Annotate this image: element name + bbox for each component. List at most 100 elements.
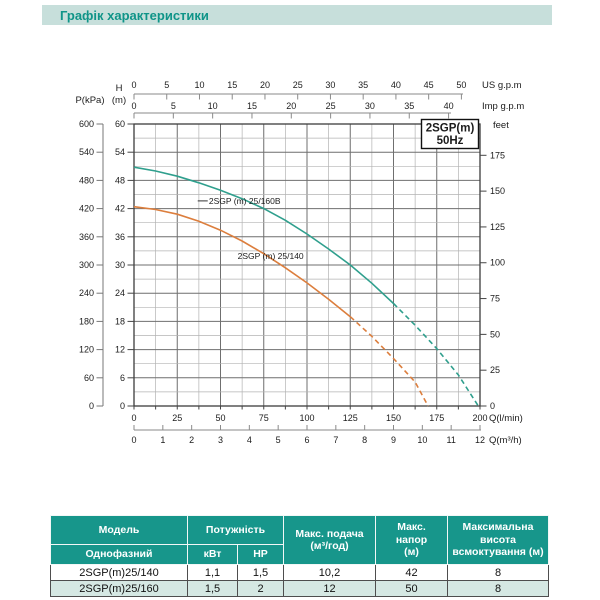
header-hp: HP [237, 544, 284, 565]
axis-tick-label: 480 [79, 175, 94, 185]
axis-tick-label: 15 [247, 101, 257, 111]
pump-spec-table: Модель Потужність Макс. подача (м³/год) … [50, 515, 549, 597]
axis-tick-label: 25 [293, 80, 303, 90]
axis-tick-label: 2 [189, 435, 194, 445]
imp-gpm-axis-title: Imp g.p.m [482, 101, 524, 112]
table-row: 2SGP(m)25/140 1,1 1,5 10,2 42 8 [50, 564, 549, 581]
axis-tick-label: 10 [417, 435, 427, 445]
axis-tick-label: 0 [131, 413, 136, 423]
header-max-flow: Макс. подача (м³/год) [283, 515, 376, 565]
axis-tick-label: 60 [84, 373, 94, 383]
cell-hp: 2 [237, 580, 284, 597]
series-curve-solid-1 [133, 205, 351, 318]
axis-tick-label: 12 [475, 435, 485, 445]
axis-tick-label: 540 [79, 147, 94, 157]
model-box-line2: 50Hz [437, 135, 464, 147]
axis-tick-label: 0 [131, 80, 136, 90]
q-m3h-axis-title: Q(m³/h) [489, 435, 522, 446]
axis-tick-label: 6 [304, 435, 309, 445]
cell-model: 2SGP(m)25/160 [50, 580, 188, 597]
model-box-line1: 2SGP(m) [426, 123, 475, 135]
axis-tick-label: 5 [276, 435, 281, 445]
axis-tick-label: 175 [429, 413, 444, 423]
q-lmin-axis-title: Q(l/min) [489, 413, 523, 424]
table-header-row-2: Однофазний кВт HP [50, 544, 549, 565]
axis-tick-label: 1 [160, 435, 165, 445]
axis-tick-label: 75 [259, 413, 269, 423]
axis-tick-label: 50 [456, 80, 466, 90]
cell-suction: 8 [447, 564, 549, 581]
axis-tick-label: 3 [218, 435, 223, 445]
cell-head: 50 [375, 580, 448, 597]
axis-tick-label: 5 [171, 101, 176, 111]
axis-tick-label: 75 [490, 294, 500, 304]
cell-suction: 8 [447, 580, 549, 597]
cell-hp: 1,5 [237, 564, 284, 581]
cell-flow: 10,2 [283, 564, 376, 581]
header-max-suction: Максимальна висота всмоктування (м) [447, 515, 549, 565]
axis-tick-label: 10 [208, 101, 218, 111]
axis-tick-label: 25 [490, 365, 500, 375]
axis-tick-label: 0 [490, 401, 495, 411]
series-curve-solid-0 [133, 166, 395, 305]
axis-tick-label: 0 [131, 435, 136, 445]
axis-tick-label: 150 [490, 186, 505, 196]
axis-tick-label: 35 [358, 80, 368, 90]
axis-tick-label: 360 [79, 232, 94, 242]
model-box [420, 118, 480, 150]
table-header-row-1: Модель Потужність Макс. подача (м³/год) … [50, 515, 549, 565]
series-label-1: 2SGP (m) 25/140 [238, 251, 304, 261]
axis-tick-label: 5 [164, 80, 169, 90]
axis-tick-label: 45 [424, 80, 434, 90]
header-power: Потужність [187, 515, 284, 545]
axis-tick-label: 60 [115, 119, 125, 129]
axis-tick-label: 100 [490, 258, 505, 268]
series-label-0: 2SGP (m) 25/160B [209, 196, 281, 206]
axis-tick-label: 240 [79, 288, 94, 298]
header-max-head: Макс. напор (м) [375, 515, 448, 565]
axis-tick-label: 600 [79, 119, 94, 129]
axis-tick-label: 180 [79, 316, 94, 326]
axis-tick-label: 0 [120, 401, 125, 411]
axis-tick-label: 175 [490, 150, 505, 160]
axis-tick-label: 50 [490, 329, 500, 339]
axis-tick-label: 200 [472, 413, 487, 423]
axis-tick-label: 48 [115, 175, 125, 185]
axis-tick-label: 54 [115, 147, 125, 157]
us-gpm-axis-title: US g.p.m [482, 80, 522, 91]
header-model-sub: Однофазний [50, 544, 188, 565]
axis-tick-label: 42 [115, 204, 125, 214]
p-axis-title: P(kPa) [75, 95, 104, 106]
axis-tick-label: 150 [386, 413, 401, 423]
axis-tick-label: 25 [326, 101, 336, 111]
series-curve-dashed-0 [392, 302, 479, 407]
cell-flow: 12 [283, 580, 376, 597]
feet-axis-title: feet [493, 120, 509, 131]
axis-tick-label: 6 [120, 373, 125, 383]
cell-model: 2SGP(m)25/140 [50, 564, 188, 581]
axis-tick-label: 24 [115, 288, 125, 298]
pump-curve-chart: 0 5 10 15 20 25 30 35 40 45 50 US g.p.m0 5 10 15 20 25 30… [75, 80, 524, 446]
axis-tick-label: 18 [115, 316, 125, 326]
axis-tick-label: 7 [333, 435, 338, 445]
cell-head: 42 [375, 564, 448, 581]
axis-tick-label: 0 [89, 401, 94, 411]
axis-tick-label: 8 [362, 435, 367, 445]
axis-tick-label: 125 [343, 413, 358, 423]
axis-tick-label: 100 [299, 413, 314, 423]
axis-tick-label: 36 [115, 232, 125, 242]
axis-tick-label: 0 [131, 101, 136, 111]
axis-tick-label: 125 [490, 222, 505, 232]
page-title: Графік характеристики [60, 7, 209, 23]
cell-kw: 1,5 [187, 580, 238, 597]
axis-tick-label: 30 [365, 101, 375, 111]
axis-tick-label: 50 [215, 413, 225, 423]
axis-tick-label: 30 [115, 260, 125, 270]
axis-tick-label: 12 [115, 345, 125, 355]
axis-tick-label: 15 [227, 80, 237, 90]
h-axis-title: H [116, 83, 123, 94]
axis-tick-label: 120 [79, 345, 94, 355]
series-curve-dashed-1 [349, 316, 429, 407]
table-row: 2SGP(m)25/160 1,5 2 12 50 8 [50, 580, 549, 597]
axis-tick-label: 40 [391, 80, 401, 90]
